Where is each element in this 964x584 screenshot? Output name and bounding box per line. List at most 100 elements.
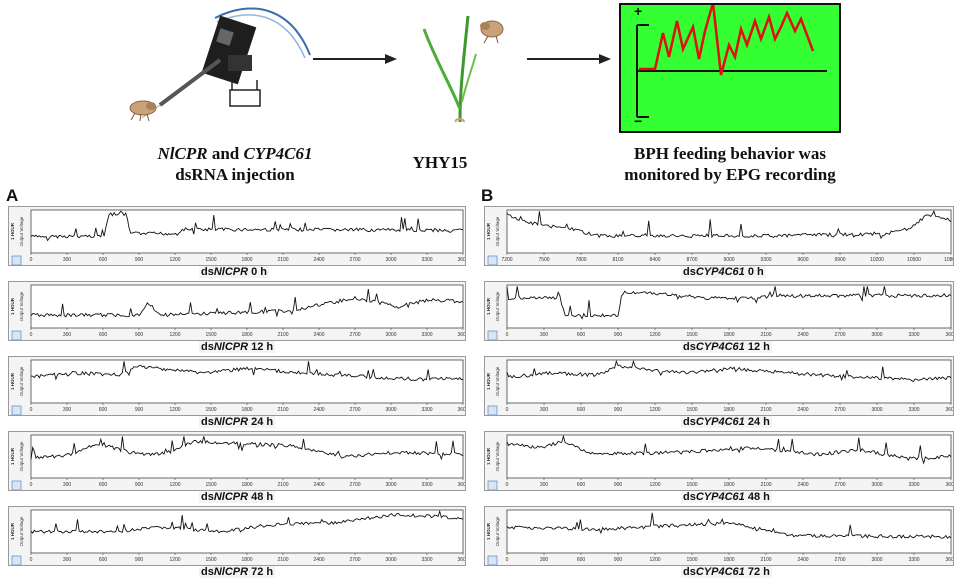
x-tick-label: 1800 <box>241 257 252 263</box>
x-tick-label: 1200 <box>649 332 660 338</box>
trace-label-gene: NlCPR <box>213 340 249 353</box>
step1-caption: NlCPR and CYP4C61 dsRNA injection <box>140 143 330 185</box>
epg-waveform-line <box>506 512 952 539</box>
rice-seedling-illustration <box>422 15 477 123</box>
step3-line2: monitored by EPG recording <box>624 165 836 184</box>
x-tick-label: 3300 <box>908 557 919 563</box>
epg-trace-b-1: 0 300 600 900 1200 1500 1800 2100 2400 2700 3000 33… <box>484 281 954 341</box>
x-tick-label: 2400 <box>797 482 808 488</box>
x-tick-label: 3600 <box>457 407 466 413</box>
panel-b-letter: B <box>481 186 494 205</box>
x-tick-label: 300 <box>540 557 549 563</box>
plot-area <box>506 284 952 329</box>
trace-label-gene: NlCPR <box>213 490 249 503</box>
zoom-icon[interactable] <box>487 555 498 565</box>
x-tick-label: 600 <box>99 482 108 488</box>
trace-label: dsCYP4C61 48 h <box>681 490 772 503</box>
zoom-icon[interactable] <box>487 480 498 490</box>
epg-waveform-line <box>30 210 464 242</box>
arrow-right-icon <box>527 54 611 64</box>
trace-label-prefix: ds <box>683 565 696 578</box>
trace-label-prefix: ds <box>683 490 696 503</box>
x-tick-label: 0 <box>506 557 509 563</box>
zoom-icon[interactable] <box>11 405 22 415</box>
x-tick-label: 3600 <box>457 257 466 263</box>
x-tick-label: 3000 <box>871 557 882 563</box>
trace-label-prefix: ds <box>201 565 214 578</box>
x-tick-label: 900 <box>135 407 144 413</box>
x-tick-label: 3600 <box>945 407 954 413</box>
epg-waveform-line <box>506 210 952 240</box>
zoom-icon[interactable] <box>11 255 22 265</box>
x-tick-label: 3300 <box>421 407 432 413</box>
x-tick-label: 2700 <box>349 482 360 488</box>
step1-line2: dsRNA injection <box>175 165 295 184</box>
y-axis-title: Output Voltage <box>19 291 24 321</box>
y-axis-title: Output Voltage <box>495 366 500 396</box>
epg-trace-a-1: 0 300 600 900 1200 1500 1800 2100 2400 2700 3000 33… <box>8 281 466 341</box>
x-tick-label: 3300 <box>421 482 432 488</box>
trace-label-time: 72 h <box>744 565 770 578</box>
x-tick-label: 900 <box>135 257 144 263</box>
x-tick-label: 600 <box>577 482 586 488</box>
x-tick-label: 0 <box>30 257 33 263</box>
x-tick-label: 2100 <box>760 407 771 413</box>
zoom-icon[interactable] <box>487 330 498 340</box>
zoom-icon[interactable] <box>487 255 498 265</box>
trace-label: dsCYP4C61 12 h <box>681 340 772 353</box>
x-tick-label: 8400 <box>649 257 660 263</box>
x-tick-label: 3300 <box>908 332 919 338</box>
y-axis-title: Output Voltage <box>19 516 24 546</box>
plot-area <box>506 209 952 254</box>
trace-label-gene: CYP4C61 <box>695 415 745 428</box>
epg-trace-b-4: 0 300 600 900 1200 1500 1800 2100 2400 2700 3000 33… <box>484 506 954 566</box>
x-tick-label: 2700 <box>834 332 845 338</box>
epg-trace-b-2: 0 300 600 900 1200 1500 1800 2100 2400 2700 3000 33… <box>484 356 954 416</box>
x-tick-label: 7500 <box>538 257 549 263</box>
x-tick-label: 0 <box>30 557 33 563</box>
trace-label-gene: NlCPR <box>213 415 249 428</box>
gene2-name: CYP4C61 <box>243 144 313 163</box>
x-tick-label: 2400 <box>313 407 324 413</box>
epg-trace-a-4: 0 300 600 900 1200 1500 1800 2100 2400 2700 3000 33… <box>8 506 466 566</box>
x-tick-label: 1200 <box>649 557 660 563</box>
side-tag: 1 HOUR <box>10 447 15 465</box>
x-tick-label: 1200 <box>649 407 660 413</box>
zoom-icon[interactable] <box>11 555 22 565</box>
x-tick-label: 3000 <box>871 332 882 338</box>
x-tick-label: 10200 <box>870 257 884 263</box>
x-tick-label: 3000 <box>871 407 882 413</box>
epg-recording-screen: + − <box>619 2 841 133</box>
plot-area <box>30 359 464 404</box>
x-tick-label: 3300 <box>421 332 432 338</box>
x-tick-label: 9300 <box>760 257 771 263</box>
trace-label: dsCYP4C61 24 h <box>681 415 772 428</box>
x-tick-label: 900 <box>614 557 623 563</box>
injection-apparatus-illustration <box>141 7 311 119</box>
trace-label-prefix: ds <box>201 265 214 278</box>
x-tick-label: 1800 <box>723 482 734 488</box>
x-tick-label: 600 <box>99 407 108 413</box>
trace-label-gene: CYP4C61 <box>695 265 745 278</box>
zoom-icon[interactable] <box>11 330 22 340</box>
zoom-icon[interactable] <box>487 405 498 415</box>
x-tick-label: 1500 <box>205 482 216 488</box>
x-tick-label: 1800 <box>723 557 734 563</box>
x-tick-label: 300 <box>63 482 72 488</box>
zoom-icon[interactable] <box>11 480 22 490</box>
x-tick-label: 2700 <box>349 257 360 263</box>
trace-label-prefix: ds <box>683 415 696 428</box>
x-tick-label: 0 <box>506 482 509 488</box>
y-axis-title: Output Voltage <box>19 441 24 471</box>
trace-label-gene: NlCPR <box>213 565 249 578</box>
trace-label-prefix: ds <box>683 265 696 278</box>
x-tick-label: 8700 <box>686 257 697 263</box>
trace-label-time: 24 h <box>248 415 274 428</box>
x-tick-label: 1500 <box>205 257 216 263</box>
side-tag: 1 HOUR <box>486 522 491 540</box>
x-tick-label: 2100 <box>760 482 771 488</box>
planthopper-icon <box>129 100 157 122</box>
epg-plus-sign: + <box>634 3 643 19</box>
x-tick-label: 600 <box>577 332 586 338</box>
trace-label-time: 12 h <box>248 340 274 353</box>
